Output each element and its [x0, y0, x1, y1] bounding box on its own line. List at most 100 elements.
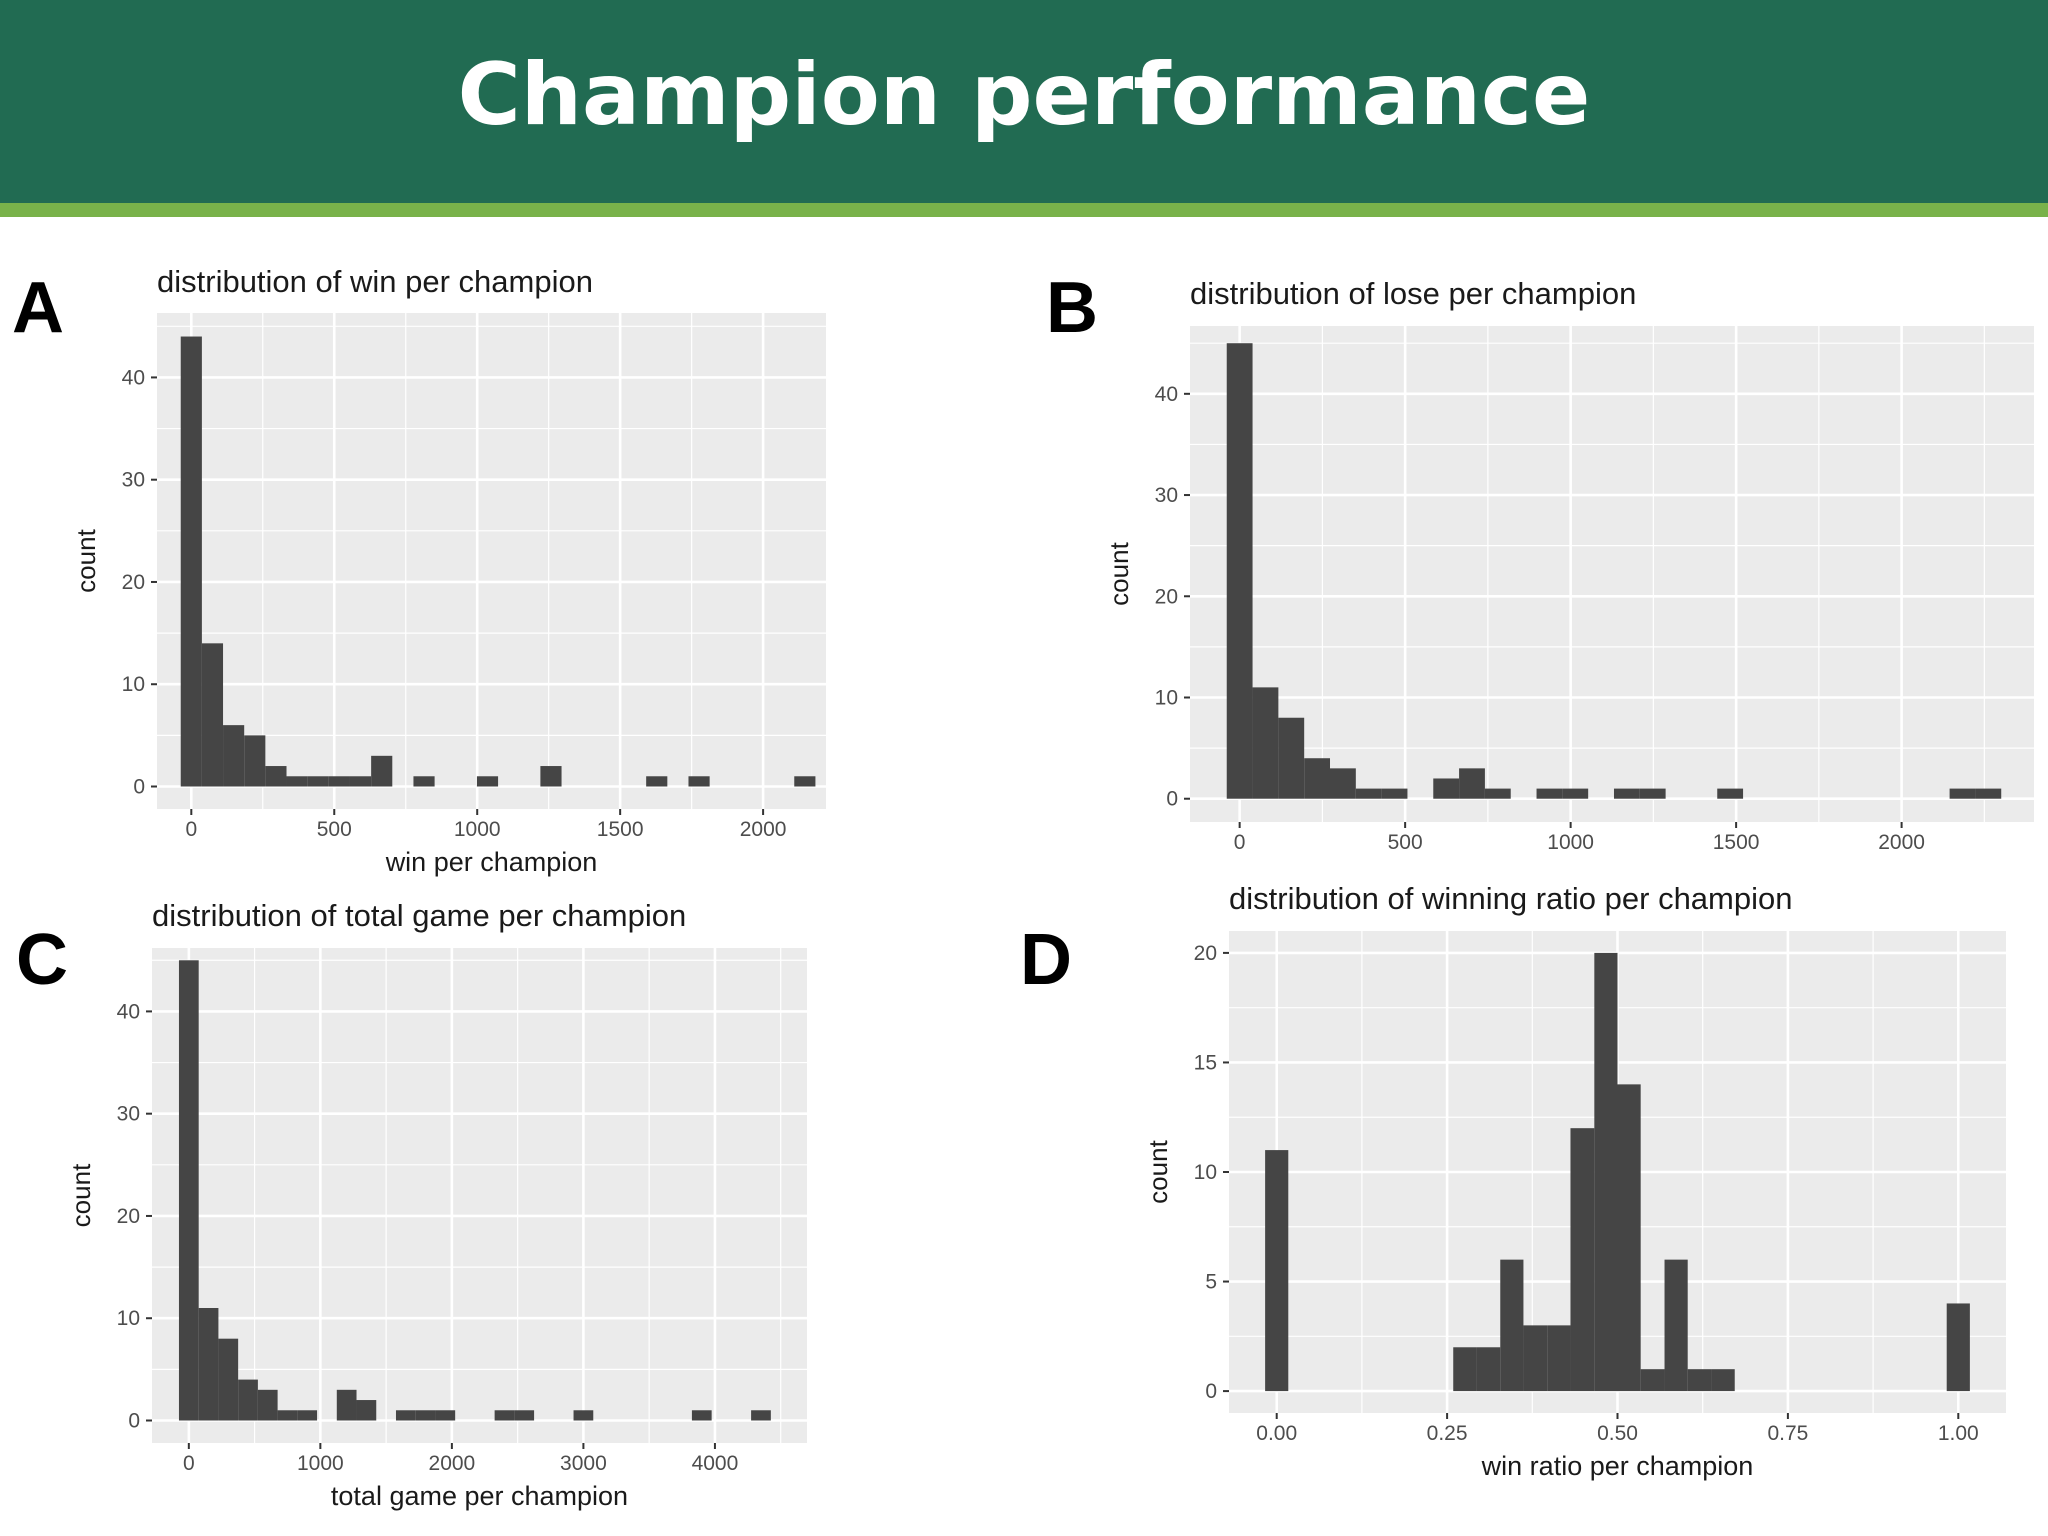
page-title: Champion performance	[457, 45, 1591, 145]
histogram-bar	[1617, 1084, 1641, 1392]
x-tick-label: 3000	[560, 1452, 607, 1475]
chart-c: 0 1000 2000 3000 4000 0 10 20 30 40 distribution o…	[66, 898, 807, 1511]
histogram-bar	[794, 776, 816, 787]
y-tick-label: 30	[122, 469, 145, 492]
histogram-bar	[1717, 788, 1744, 799]
chart-title: distribution of lose per champion	[1190, 276, 1636, 311]
histogram-bar	[1523, 1325, 1548, 1392]
histogram-bar	[356, 1400, 377, 1421]
histogram-bar	[277, 1410, 298, 1421]
histogram-bar	[413, 776, 435, 787]
y-tick-label: 10	[1194, 1161, 1217, 1184]
histogram-bar	[1476, 1347, 1501, 1392]
histogram-bar	[1547, 1325, 1571, 1392]
header-accent-stripe	[0, 203, 2048, 217]
x-tick-label: 0.25	[1427, 1422, 1468, 1445]
x-tick-label: 4000	[692, 1452, 739, 1475]
histogram-bar	[1613, 788, 1640, 799]
histogram-bar	[1687, 1369, 1712, 1392]
histogram-bar	[223, 725, 245, 787]
panel-label-b: B	[1046, 268, 1098, 348]
x-axis-label: win per champion	[385, 847, 598, 877]
histogram-bar	[1711, 1369, 1735, 1392]
histogram-bar	[691, 1410, 712, 1421]
histogram-bar	[286, 776, 308, 787]
histogram-bar	[494, 1410, 515, 1421]
histogram-bar	[1459, 768, 1485, 799]
chart-b: 0 500 1000 1500 2000 0 10 20 30 40 distribution of…	[1104, 276, 2034, 854]
histogram-bar	[244, 735, 266, 787]
plot-panel	[157, 313, 826, 809]
x-tick-label: 0.75	[1767, 1422, 1808, 1445]
histogram-bar	[1594, 952, 1618, 1392]
x-tick-label: 0.00	[1256, 1422, 1297, 1445]
x-tick-label: 2000	[1878, 831, 1925, 854]
histogram-bar	[476, 776, 499, 787]
y-axis-label: count	[1143, 1139, 1173, 1203]
x-tick-label: 1000	[454, 818, 501, 841]
x-axis-label: win ratio per champion	[1481, 1451, 1754, 1481]
y-tick-label: 30	[1155, 484, 1178, 507]
histogram-bar	[238, 1379, 258, 1421]
y-tick-label: 20	[1194, 942, 1217, 965]
panel-label-c: C	[16, 920, 68, 1000]
histogram-bar	[573, 1410, 594, 1421]
histogram-bar	[395, 1410, 416, 1421]
x-tick-label: 500	[317, 818, 352, 841]
histogram-bar	[371, 755, 393, 787]
x-tick-label: 0	[183, 1452, 195, 1475]
histogram-bar	[1381, 788, 1408, 799]
y-tick-label: 0	[1166, 788, 1178, 811]
chart-d: 0.00 0.25 0.50 0.75 1.00 0 5 10 15 20 distribution…	[1143, 881, 2006, 1481]
histogram-bar	[646, 776, 668, 787]
histogram-bar	[1946, 1303, 1970, 1392]
histogram-bar	[257, 1389, 278, 1421]
histogram-bar	[297, 1410, 318, 1421]
histogram-bar	[180, 336, 202, 787]
histogram-bar	[540, 766, 562, 787]
histogram-bar	[218, 1338, 239, 1421]
histogram-bar	[1304, 758, 1331, 799]
y-tick-label: 0	[1205, 1380, 1217, 1403]
y-axis-label: count	[66, 1163, 96, 1227]
histogram-bar	[198, 1308, 219, 1421]
histogram-bar	[349, 776, 372, 787]
histogram-bar	[751, 1410, 771, 1421]
histogram-bar	[336, 1389, 357, 1421]
y-axis-label: count	[1104, 541, 1134, 605]
plot-panel	[1190, 326, 2034, 822]
y-tick-label: 20	[1155, 585, 1178, 608]
histogram-bar	[1278, 717, 1305, 799]
histogram-bar	[1265, 1150, 1289, 1392]
chart-title: distribution of win per champion	[157, 264, 593, 299]
x-tick-label: 2000	[740, 818, 787, 841]
histogram-bar	[1975, 788, 2002, 799]
x-tick-label: 500	[1388, 831, 1423, 854]
histogram-bar	[1433, 778, 1460, 799]
histogram-bar	[514, 1410, 535, 1421]
histogram-bar	[688, 776, 710, 787]
histogram-bar	[1640, 1369, 1665, 1392]
y-tick-label: 0	[133, 776, 145, 799]
y-tick-label: 40	[117, 1000, 140, 1023]
x-tick-label: 1500	[597, 818, 644, 841]
histogram-bar	[1226, 343, 1253, 799]
x-tick-label: 1000	[1547, 831, 1594, 854]
x-tick-label: 0.50	[1597, 1422, 1638, 1445]
histogram-bar	[1536, 788, 1563, 799]
histogram-bar	[201, 643, 224, 787]
histogram-bar	[328, 776, 350, 787]
y-tick-label: 30	[117, 1103, 140, 1126]
histogram-bar	[1252, 687, 1279, 799]
histogram-bar	[1500, 1259, 1524, 1392]
histogram-bar	[1664, 1259, 1688, 1392]
histogram-bar	[1330, 768, 1356, 799]
histogram-bar	[1949, 788, 1976, 799]
y-tick-label: 20	[122, 571, 145, 594]
histogram-bar	[1484, 788, 1511, 799]
y-tick-label: 20	[117, 1205, 140, 1228]
histogram-bar	[307, 776, 329, 787]
x-tick-label: 1500	[1713, 831, 1760, 854]
x-tick-label: 0	[185, 818, 197, 841]
